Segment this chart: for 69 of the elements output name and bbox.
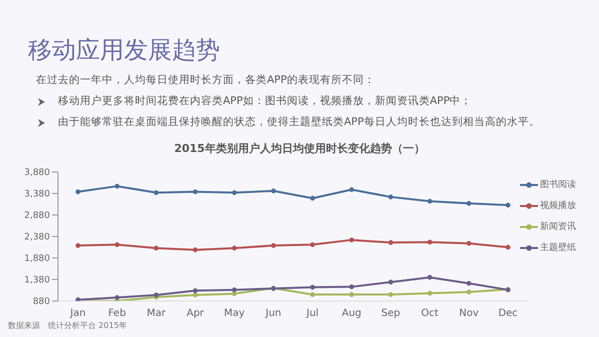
point — [388, 240, 394, 245]
point — [466, 240, 472, 246]
x-tick-label: Feb — [108, 308, 126, 320]
point — [427, 290, 432, 296]
point — [349, 292, 354, 297]
point — [271, 188, 276, 194]
y-tick-label: 1,380 — [24, 276, 50, 286]
point — [232, 190, 237, 196]
y-tick-label: 3,380 — [24, 190, 50, 200]
x-tick-label: Mar — [146, 308, 166, 320]
x-tick-label: Oct — [421, 308, 439, 320]
text: 由于能够常驻在桌面端且保持唤醒的状态，使得主题壁纸类APP每日人均时长也达到相当高的水平。 — [58, 115, 540, 129]
point — [506, 202, 510, 208]
point — [427, 274, 432, 280]
point — [466, 290, 472, 294]
x-tick-label: Jun — [264, 308, 282, 320]
x-tick-label: Jan — [69, 308, 86, 320]
y-tick-label: 2,380 — [24, 232, 50, 243]
point — [310, 284, 315, 290]
point — [232, 287, 237, 292]
point — [114, 242, 120, 248]
point — [388, 280, 394, 285]
point — [388, 292, 394, 297]
point — [388, 194, 394, 200]
text: 在过去的一年中，人均每日使用时长方面，各类APP的表现有所不同： — [36, 73, 375, 87]
chart-title: 移动应用发展趋势 — [28, 35, 220, 66]
point — [466, 280, 472, 286]
legend-label: 主题壁纸 — [540, 242, 576, 254]
point — [466, 200, 472, 206]
y-tick-label: 1,880 — [24, 254, 50, 264]
legend-label: 视频播放 — [540, 200, 576, 212]
point — [154, 246, 159, 251]
point — [192, 288, 198, 294]
point — [310, 196, 315, 201]
point — [427, 240, 432, 245]
point — [506, 244, 510, 250]
point — [192, 292, 198, 298]
legend-label: 新闻资讯 — [540, 220, 576, 233]
x-tick-label: Dec — [498, 308, 518, 320]
y-tick-label: 3,880 — [24, 168, 50, 178]
x-tick-label: Nov — [459, 308, 479, 320]
x-tick-label: May — [224, 308, 245, 320]
point — [76, 189, 80, 194]
source-note: 数据来源 统计分析平台 2015年 — [8, 320, 127, 331]
point — [114, 295, 120, 300]
point — [154, 190, 159, 196]
point — [271, 243, 276, 248]
point — [192, 189, 198, 194]
point — [232, 246, 237, 251]
point — [427, 198, 432, 204]
point — [192, 247, 198, 252]
point — [349, 284, 354, 290]
point — [76, 243, 80, 248]
point — [154, 292, 159, 298]
x-tick-label: Sep — [381, 308, 400, 320]
point — [114, 184, 120, 189]
y-tick-label: 2,880 — [24, 211, 50, 222]
point — [232, 291, 237, 296]
point — [349, 237, 354, 242]
x-tick-label: Apr — [186, 308, 205, 320]
x-tick-label: Jul — [306, 308, 319, 320]
point — [310, 292, 315, 297]
y-tick-label: 880 — [32, 297, 50, 308]
chart-subtitle: 2015年类别用户人均日均使用时长变化趋势（一） — [173, 141, 426, 156]
text: 移动用户更多将时间花费在内容类APP如：图书阅读，视频播放，新闻资讯类APP中； — [58, 94, 472, 108]
point — [310, 242, 315, 248]
point — [349, 187, 354, 192]
x-tick-label: Aug — [342, 308, 362, 320]
legend-label: 图书阅读 — [540, 178, 576, 191]
